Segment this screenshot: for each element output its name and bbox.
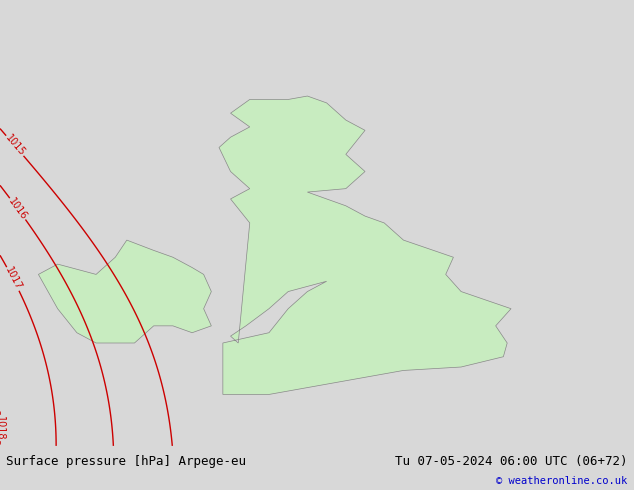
Text: Surface pressure [hPa] Arpege-eu: Surface pressure [hPa] Arpege-eu bbox=[6, 455, 247, 468]
Text: 1017: 1017 bbox=[3, 266, 23, 292]
Text: 1015: 1015 bbox=[3, 133, 27, 158]
Text: © weatheronline.co.uk: © weatheronline.co.uk bbox=[496, 476, 628, 486]
Text: 1018: 1018 bbox=[0, 416, 6, 440]
Text: Tu 07-05-2024 06:00 UTC (06+72): Tu 07-05-2024 06:00 UTC (06+72) bbox=[395, 455, 628, 468]
Text: 1016: 1016 bbox=[6, 196, 29, 221]
Polygon shape bbox=[219, 96, 511, 394]
Polygon shape bbox=[39, 240, 211, 343]
